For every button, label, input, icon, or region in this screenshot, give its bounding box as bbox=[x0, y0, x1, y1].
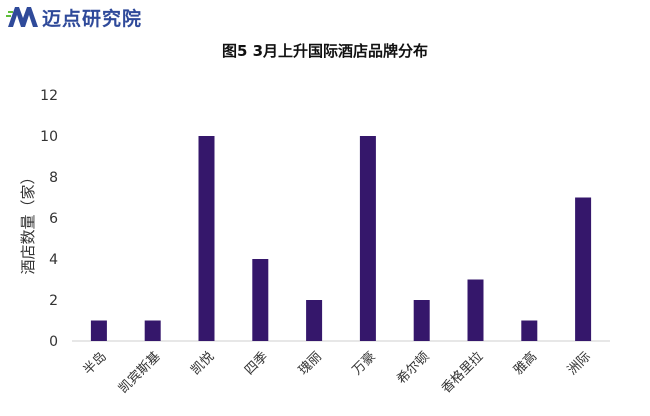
bar bbox=[467, 279, 484, 341]
bar bbox=[575, 197, 592, 341]
bar bbox=[144, 320, 161, 341]
logo-text: 迈点研究院 bbox=[42, 7, 143, 30]
bar bbox=[521, 320, 538, 341]
bar bbox=[413, 300, 430, 341]
y-tick-label: 0 bbox=[49, 334, 58, 350]
x-tick-label: 凯宾斯基 bbox=[115, 349, 163, 397]
x-tick-label: 雅高 bbox=[510, 349, 540, 379]
chart-title: 图5 3月上升国际酒店品牌分布 bbox=[221, 42, 429, 60]
y-tick-label: 10 bbox=[40, 129, 58, 145]
x-tick-label: 半岛 bbox=[80, 349, 110, 379]
bar bbox=[198, 136, 215, 341]
x-axis-ticks: 半岛 凯宾斯基 凯悦 四季 瑰丽 万豪 希尔顿 香格里拉 雅高 洲际 bbox=[80, 349, 594, 397]
y-axis-ticks: 0 2 4 6 8 10 12 bbox=[40, 88, 58, 350]
x-tick-label: 希尔顿 bbox=[394, 349, 432, 387]
x-tick-label: 四季 bbox=[242, 349, 271, 378]
x-tick-label: 瑰丽 bbox=[295, 349, 325, 379]
bar bbox=[90, 320, 107, 341]
logo-m-icon bbox=[6, 7, 38, 27]
brand-logo: 迈点研究院 bbox=[6, 4, 142, 30]
x-tick-label: 万豪 bbox=[349, 349, 379, 379]
y-tick-label: 4 bbox=[49, 252, 58, 268]
y-tick-label: 6 bbox=[49, 211, 58, 227]
y-tick-label: 12 bbox=[40, 88, 58, 104]
y-tick-label: 2 bbox=[49, 293, 58, 309]
y-tick-label: 8 bbox=[49, 170, 58, 186]
x-tick-label: 香格里拉 bbox=[438, 349, 486, 397]
x-tick-label: 凯悦 bbox=[188, 349, 217, 378]
y-axis-label: 酒店数量（家） bbox=[19, 169, 37, 274]
bar bbox=[359, 136, 376, 341]
bar bbox=[252, 259, 269, 341]
bar bbox=[306, 300, 323, 341]
x-tick-label: 洲际 bbox=[565, 349, 594, 378]
bars bbox=[90, 136, 592, 341]
